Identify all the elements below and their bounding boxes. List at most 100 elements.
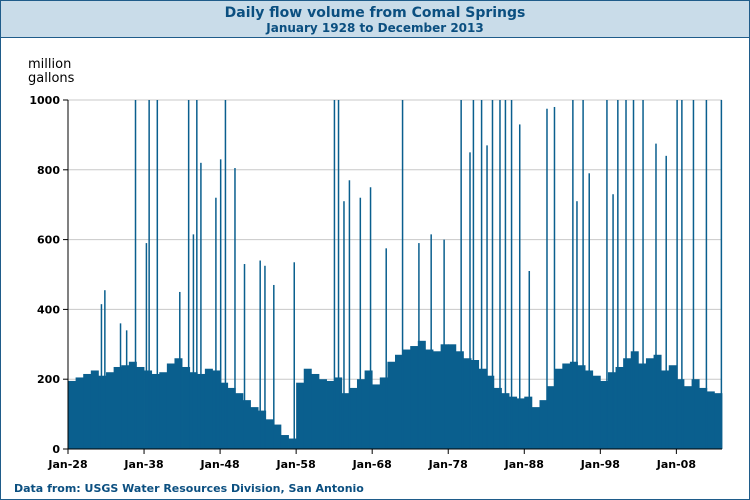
flow-spike-25 bbox=[348, 180, 351, 449]
flow-spike-15 bbox=[224, 100, 227, 449]
flow-spike-18 bbox=[259, 260, 261, 449]
flow-spike-8 bbox=[179, 291, 181, 449]
source-text: USGS Water Resources Division, San Anton… bbox=[84, 482, 364, 495]
flow-bar-1939 bbox=[151, 373, 160, 449]
flow-spike-22 bbox=[333, 100, 336, 449]
flow-spike-10 bbox=[192, 234, 195, 449]
flow-spike-27 bbox=[369, 187, 372, 449]
flow-spike-60 bbox=[692, 100, 695, 449]
flow-spike-54 bbox=[632, 100, 635, 449]
flow-spike-35 bbox=[472, 100, 475, 449]
flow-spike-0 bbox=[100, 304, 103, 449]
flow-bar-2011 bbox=[699, 387, 708, 449]
flow-spike-49 bbox=[588, 173, 590, 450]
flow-bar-1999 bbox=[607, 372, 616, 449]
flow-bar-1959 bbox=[303, 368, 312, 449]
flow-bar-1952 bbox=[250, 407, 259, 449]
axes: 0 200 400 600 800 1000 Jan-28 Jan-38 Jan-48 Jan-5… bbox=[29, 94, 722, 471]
flow-spike-51 bbox=[612, 194, 614, 449]
flow-spike-40 bbox=[504, 100, 507, 449]
flow-bar-1988 bbox=[524, 396, 533, 449]
flow-spike-29 bbox=[401, 100, 404, 449]
flow-spike-45 bbox=[553, 106, 556, 449]
flow-bar-2006 bbox=[661, 370, 670, 449]
flow-bar-1991 bbox=[547, 386, 556, 449]
flow-bar-1993 bbox=[562, 363, 571, 449]
flow-bar-1990 bbox=[539, 400, 548, 449]
flow-bar-1946 bbox=[204, 368, 213, 449]
grid-lines bbox=[68, 99, 722, 380]
flow-spike-50 bbox=[606, 100, 608, 449]
flow-bar-1961 bbox=[318, 379, 327, 449]
flow-bar-2007 bbox=[668, 365, 677, 449]
flow-bar-1983 bbox=[486, 375, 495, 449]
flow-spike-4 bbox=[134, 100, 137, 449]
flow-bar-2013 bbox=[714, 393, 723, 449]
y-tick-label-1000: 1000 bbox=[29, 94, 60, 107]
flow-bar-1969 bbox=[379, 377, 388, 449]
flow-bar-1981 bbox=[471, 360, 480, 449]
flow-bar-1937 bbox=[136, 366, 145, 449]
x-tick-label-Jan-88: Jan-88 bbox=[504, 458, 544, 471]
flow-spike-17 bbox=[243, 264, 246, 449]
y-tick-label-800: 800 bbox=[37, 164, 60, 177]
flow-spike-42 bbox=[518, 124, 521, 450]
flow-spike-16 bbox=[234, 168, 236, 449]
flow-bar-1928 bbox=[68, 380, 77, 449]
flow-bar-2000 bbox=[615, 366, 624, 449]
chart-title: Daily flow volume from Comal Springs bbox=[224, 5, 526, 21]
flow-spike-48 bbox=[582, 100, 584, 449]
flow-bar-1930 bbox=[83, 373, 92, 449]
flow-bar-2008 bbox=[676, 379, 685, 449]
flow-bar-1934 bbox=[113, 366, 122, 449]
flow-spike-26 bbox=[359, 197, 362, 449]
flow-spike-1 bbox=[104, 290, 106, 449]
flow-bar-1992 bbox=[554, 368, 563, 449]
flow-bar-1976 bbox=[433, 351, 442, 449]
flow-bar-1975 bbox=[425, 349, 434, 449]
flow-bar-2012 bbox=[706, 391, 715, 449]
flow-bar-1987 bbox=[516, 398, 525, 449]
flow-bar-1984 bbox=[493, 387, 502, 449]
flow-bar-1978 bbox=[448, 344, 457, 449]
flow-spike-43 bbox=[528, 271, 531, 449]
flow-bar-1972 bbox=[402, 349, 411, 449]
source-note: Data from: USGS Water Resources Division… bbox=[14, 482, 364, 495]
flow-spike-55 bbox=[642, 100, 644, 449]
flow-spike-47 bbox=[576, 201, 578, 449]
flow-bar-1958 bbox=[296, 382, 305, 449]
flow-bar-1957 bbox=[288, 438, 297, 449]
flow-spike-28 bbox=[385, 248, 387, 449]
flow-spike-24 bbox=[343, 201, 345, 449]
x-tick-label-Jan-58: Jan-58 bbox=[276, 458, 316, 471]
flow-spike-12 bbox=[200, 162, 202, 449]
flow-bar-1929 bbox=[75, 377, 84, 449]
flow-bar-2002 bbox=[630, 351, 639, 449]
y-tick-label-200: 200 bbox=[37, 373, 60, 386]
flow-bar-1962 bbox=[326, 380, 335, 449]
x-tick-label-Jan-28: Jan-28 bbox=[47, 458, 87, 471]
flow-bar-1979 bbox=[455, 351, 464, 449]
flow-spike-34 bbox=[469, 152, 471, 449]
flow-bar-1974 bbox=[417, 340, 426, 449]
flow-bar-1931 bbox=[90, 370, 99, 449]
flow-bar-1989 bbox=[531, 407, 540, 449]
flow-bar-1941 bbox=[166, 363, 175, 449]
flow-bar-1971 bbox=[395, 354, 404, 449]
flow-spike-44 bbox=[546, 108, 548, 449]
flow-bar-2004 bbox=[645, 358, 654, 449]
flow-series bbox=[68, 100, 723, 450]
y-tick-label-400: 400 bbox=[37, 303, 60, 316]
flow-spike-11 bbox=[196, 100, 198, 449]
flow-bar-1986 bbox=[509, 396, 518, 449]
flow-bar-1955 bbox=[273, 424, 282, 449]
flow-bar-1950 bbox=[235, 393, 244, 449]
flow-spike-3 bbox=[125, 330, 128, 449]
flow-spike-31 bbox=[430, 234, 432, 449]
flow-bar-1948 bbox=[220, 382, 229, 449]
flow-spike-61 bbox=[705, 100, 708, 449]
flow-spike-6 bbox=[148, 100, 150, 449]
flow-bar-2009 bbox=[683, 386, 692, 449]
flow-spike-57 bbox=[665, 155, 667, 449]
